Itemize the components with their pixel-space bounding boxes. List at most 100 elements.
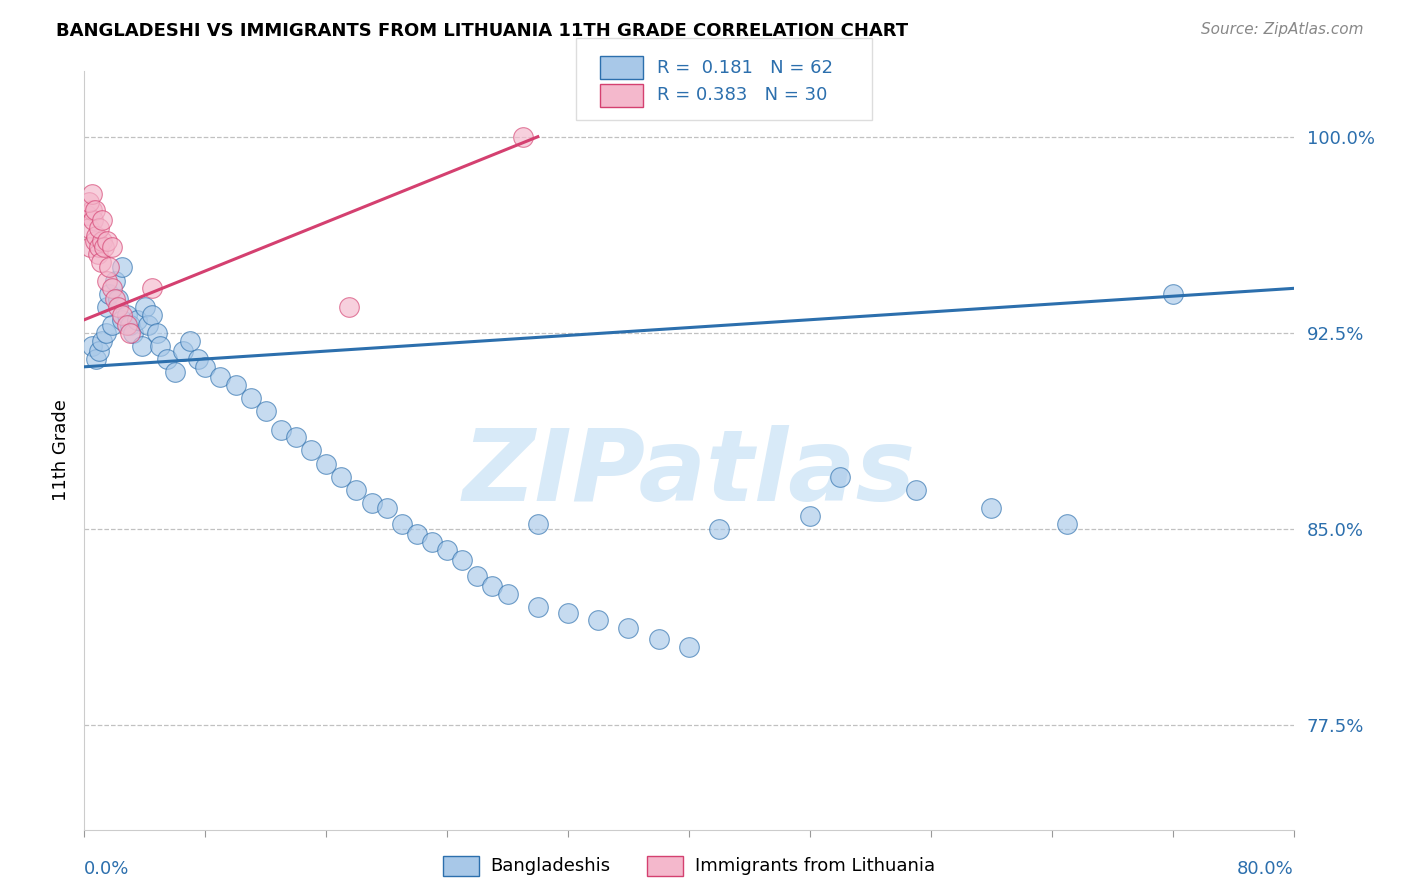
Point — [136, 318, 159, 332]
Text: R = 0.383   N = 30: R = 0.383 N = 30 — [657, 87, 827, 104]
Point — [315, 457, 337, 471]
Point — [194, 359, 217, 374]
Point — [980, 500, 1002, 515]
Point — [91, 334, 114, 348]
Point — [100, 239, 122, 253]
Point — [87, 247, 110, 261]
Point — [111, 260, 134, 275]
Point — [678, 640, 700, 654]
Point — [107, 300, 129, 314]
Point — [330, 469, 353, 483]
Point — [285, 430, 308, 444]
Point — [375, 500, 398, 515]
Point — [96, 273, 118, 287]
Point — [270, 423, 292, 437]
Point — [76, 208, 98, 222]
Point — [346, 483, 368, 497]
Point — [104, 292, 127, 306]
Point — [141, 308, 163, 322]
Point — [1056, 516, 1078, 531]
Point — [512, 129, 534, 144]
Point — [80, 339, 103, 353]
Point — [146, 326, 169, 340]
Point — [77, 195, 100, 210]
Point — [127, 312, 149, 326]
Point — [496, 587, 519, 601]
Point — [94, 326, 117, 340]
Point — [86, 351, 108, 366]
Point — [360, 496, 382, 510]
Point — [96, 300, 118, 314]
Point — [121, 326, 143, 340]
Point — [115, 318, 138, 332]
Point — [90, 255, 112, 269]
Point — [391, 516, 413, 531]
Point — [299, 443, 322, 458]
Point — [89, 239, 111, 253]
Point — [89, 221, 111, 235]
Point — [527, 600, 550, 615]
Point — [111, 308, 134, 322]
Text: Bangladeshis: Bangladeshis — [491, 857, 610, 875]
Point — [115, 308, 138, 322]
Point — [97, 286, 120, 301]
Point — [149, 339, 172, 353]
Text: Source: ZipAtlas.com: Source: ZipAtlas.com — [1201, 22, 1364, 37]
Point — [209, 370, 232, 384]
Point — [93, 239, 115, 253]
Point — [406, 527, 429, 541]
Point — [830, 469, 852, 483]
Point — [187, 351, 209, 366]
Point — [141, 281, 163, 295]
Text: 80.0%: 80.0% — [1237, 860, 1294, 878]
Point — [89, 344, 111, 359]
Point — [225, 378, 247, 392]
Point — [82, 213, 104, 227]
Point — [84, 202, 107, 217]
Point — [165, 365, 187, 379]
Point — [97, 260, 120, 275]
Y-axis label: 11th Grade: 11th Grade — [52, 400, 70, 501]
Point — [86, 229, 108, 244]
Point — [617, 621, 640, 635]
Point — [100, 318, 122, 332]
Point — [91, 213, 114, 227]
Point — [527, 516, 550, 531]
Point — [1161, 286, 1184, 301]
Point — [77, 221, 100, 235]
Point — [481, 579, 503, 593]
Point — [648, 632, 671, 646]
Point — [337, 300, 360, 314]
Point — [80, 202, 103, 217]
Point — [588, 614, 610, 628]
Point — [107, 292, 129, 306]
Point — [172, 344, 194, 359]
Text: ZIPatlas: ZIPatlas — [463, 425, 915, 522]
Point — [104, 273, 127, 287]
Text: R =  0.181   N = 62: R = 0.181 N = 62 — [657, 59, 832, 77]
Point — [118, 326, 141, 340]
Text: Immigrants from Lithuania: Immigrants from Lithuania — [695, 857, 935, 875]
Point — [239, 391, 262, 405]
Point — [799, 508, 821, 523]
Point — [80, 187, 103, 202]
Point — [436, 542, 458, 557]
Point — [96, 235, 118, 249]
Point — [91, 235, 114, 249]
Point — [84, 235, 107, 249]
Point — [179, 334, 201, 348]
Point — [467, 569, 489, 583]
Point — [156, 351, 179, 366]
Text: 0.0%: 0.0% — [84, 860, 129, 878]
Point — [709, 522, 731, 536]
Point — [134, 300, 156, 314]
Point — [557, 606, 579, 620]
Point — [254, 404, 277, 418]
Point — [111, 312, 134, 326]
Point — [451, 553, 474, 567]
Point — [118, 318, 141, 332]
Text: BANGLADESHI VS IMMIGRANTS FROM LITHUANIA 11TH GRADE CORRELATION CHART: BANGLADESHI VS IMMIGRANTS FROM LITHUANIA… — [56, 22, 908, 40]
Point — [420, 535, 443, 549]
Point — [100, 281, 122, 295]
Point — [131, 339, 153, 353]
